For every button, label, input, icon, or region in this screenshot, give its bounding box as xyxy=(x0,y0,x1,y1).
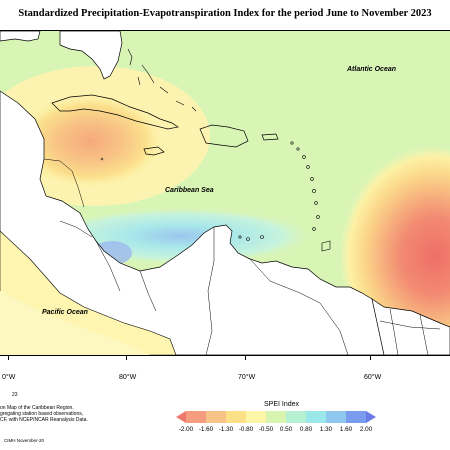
legend-swatch-high-extend xyxy=(366,411,376,423)
lon-tick-70 xyxy=(245,355,246,360)
label-caribbean-sea: Caribbean Sea xyxy=(165,187,214,194)
legend-colorbar xyxy=(176,411,376,423)
border-guyana-suriname xyxy=(389,308,399,355)
lon-label-60: 60°W xyxy=(364,374,382,381)
lon-label-0: 0°W xyxy=(2,374,16,381)
legend-swatch xyxy=(206,411,227,423)
legend-tick-label: -1.30 xyxy=(218,426,234,433)
legend-tick-label: -2.00 xyxy=(178,426,194,433)
description-line-1: on Map of the Caribbean Region. xyxy=(0,405,74,411)
puerto-rico xyxy=(261,133,279,141)
spei-map xyxy=(0,31,450,355)
border-belize-guatemala xyxy=(43,158,85,208)
lon-tick-60 xyxy=(370,355,371,360)
description-line-2: gregating station based observations, xyxy=(0,411,84,417)
border-costa-rica xyxy=(139,270,157,312)
label-pacific-ocean: Pacific Ocean xyxy=(42,309,88,316)
legend-swatch xyxy=(266,411,287,423)
dry-zone-cuba xyxy=(15,93,165,189)
bahamas xyxy=(127,48,197,112)
lon-tick-80 xyxy=(126,355,127,360)
label-atlantic-ocean: Atlantic Ocean xyxy=(347,66,397,73)
legend-tick-label: -1.60 xyxy=(198,426,214,433)
border-colombia-venezuela xyxy=(205,227,215,355)
cayman-islands xyxy=(100,157,104,161)
legend-swatch xyxy=(306,411,327,423)
legend-tick-label: -0.80 xyxy=(238,426,254,433)
legend-ticks: -2.00 -1.60 -1.30 -0.80 -0.50 0.50 0.80 1.30 1.6… xyxy=(176,426,376,434)
country-borders xyxy=(43,158,441,355)
legend-tick-label: 0.50 xyxy=(279,426,293,433)
legend-tick-label: 1.60 xyxy=(339,426,353,433)
legend-swatch xyxy=(326,411,347,423)
cuba xyxy=(51,94,179,130)
border-honduras xyxy=(59,220,93,238)
legend-swatch-low-extend xyxy=(176,411,186,423)
pacific-ocean-south xyxy=(0,291,150,355)
border-south xyxy=(379,320,441,330)
legend-swatch xyxy=(346,411,367,423)
legend-swatch xyxy=(286,411,307,423)
map-title: Standardized Precipitation-Evapotranspir… xyxy=(18,8,432,19)
legend-tick-label: -0.50 xyxy=(258,426,274,433)
map-panel: Atlantic Ocean Caribbean Sea Pacific Oce… xyxy=(0,30,450,356)
border-suriname-guiana xyxy=(419,314,429,355)
lon-tick-0 xyxy=(8,355,9,360)
description-line-0: 23 xyxy=(12,392,18,398)
legend-swatch xyxy=(246,411,267,423)
legend-svg xyxy=(176,411,376,423)
legend-tick-label: 1.30 xyxy=(319,426,333,433)
legend-title: SPEI Index xyxy=(264,401,300,408)
border-nicaragua xyxy=(95,240,121,292)
jamaica xyxy=(143,146,165,156)
us-gulf-coast xyxy=(0,31,41,42)
florida xyxy=(59,31,123,80)
lon-label-70: 70°W xyxy=(238,374,256,381)
hispaniola xyxy=(199,124,249,148)
lesser-antilles xyxy=(238,141,331,252)
footer-credit: CIMH November-20 xyxy=(4,438,45,443)
legend-swatch xyxy=(186,411,207,423)
legend-tick-label: 2.00 xyxy=(359,426,373,433)
lon-label-80: 80°W xyxy=(119,374,137,381)
description-line-3: CF, with NCEP/NCAR Reanalysis Data. xyxy=(0,417,88,423)
legend-tick-label: 0.80 xyxy=(299,426,313,433)
legend-swatch xyxy=(226,411,247,423)
border-venezuela xyxy=(249,258,349,355)
